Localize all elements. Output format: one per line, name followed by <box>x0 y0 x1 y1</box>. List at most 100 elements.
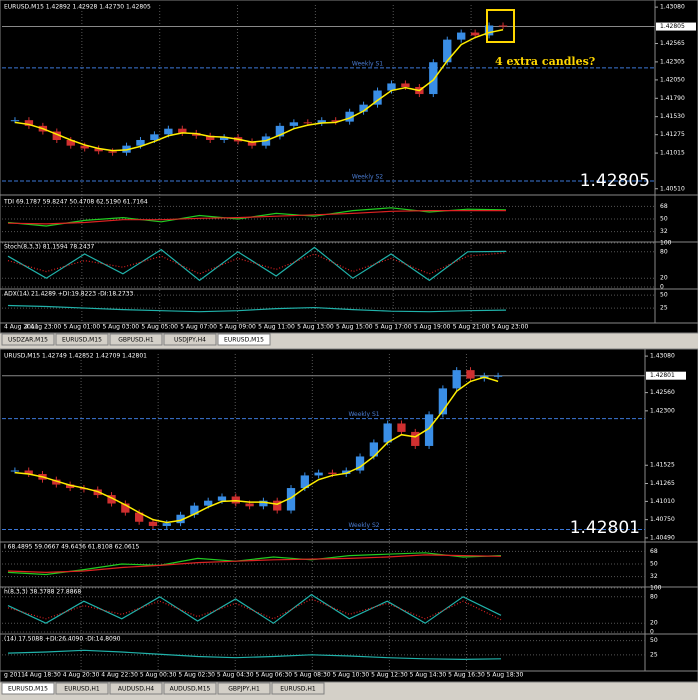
price-label: 1.41265 <box>650 480 675 487</box>
candle <box>24 120 34 126</box>
ind-tick-label: 50 <box>650 637 658 644</box>
candle <box>314 472 323 476</box>
candle <box>65 484 75 489</box>
candle <box>66 139 75 146</box>
candle <box>150 134 159 140</box>
ind-tick-label: 0 <box>650 629 654 636</box>
time-label: 5 Aug 16:30 <box>448 672 485 679</box>
chart-window <box>0 0 698 334</box>
candle <box>219 137 229 140</box>
indicator-header: ADX(14) 21.4289 +DI:19.8223 -DI:18.2733 <box>4 291 134 298</box>
candle <box>259 500 268 507</box>
indicator-line <box>7 304 507 313</box>
ind-tick-label: 80 <box>650 593 658 600</box>
candle <box>401 83 410 87</box>
candle <box>424 414 434 446</box>
tab[interactable] <box>271 682 325 695</box>
tab[interactable] <box>1 682 55 695</box>
time-label: g 2011 <box>4 672 25 679</box>
candle <box>190 505 199 515</box>
tab-label: EURUSD,H1 <box>64 686 100 693</box>
time-label: 5 Aug 19:00 <box>414 324 451 331</box>
indicator-header: (14) 17.5088 +DI:26.4090 -DI:14.8090 <box>4 636 121 643</box>
candle <box>52 131 61 140</box>
candle <box>206 135 215 140</box>
price-label: 1.42565 <box>660 40 685 47</box>
time-label: 5 Aug 17:00 <box>375 324 412 331</box>
indicator-line <box>7 593 502 624</box>
candle <box>286 488 296 511</box>
candle <box>373 90 382 105</box>
tab[interactable] <box>163 333 217 346</box>
ind-tick-label: 20 <box>650 620 658 627</box>
ind-tick-label: 20 <box>660 275 668 282</box>
candle <box>245 503 254 507</box>
candle <box>80 145 89 149</box>
tab[interactable] <box>217 682 271 695</box>
highlight-box <box>486 9 515 43</box>
tab[interactable] <box>217 333 271 346</box>
chart-header: EURUSD,M15 1.42892 1.42928 1.42730 1.428… <box>4 4 151 11</box>
tab-label: GBPJPY,H1 <box>228 686 260 693</box>
time-label: 5 Aug 00:30 <box>140 672 177 679</box>
candle <box>164 128 173 135</box>
ind-tick-label: 100 <box>650 585 662 592</box>
candle <box>10 470 20 472</box>
tab[interactable] <box>1 333 55 346</box>
ind-tick-label: 68 <box>660 203 668 210</box>
price-label: 1.43080 <box>650 353 675 360</box>
tab[interactable] <box>109 333 163 346</box>
price-label: 1.41275 <box>660 131 685 138</box>
candle <box>94 148 103 152</box>
tab-label: USDZAR,M15 <box>8 337 48 344</box>
tab[interactable] <box>55 682 109 695</box>
time-label: 4 Aug 18:30 <box>24 672 61 679</box>
candle <box>107 495 116 504</box>
candle <box>331 120 340 122</box>
candle <box>411 431 420 446</box>
time-label: 5 Aug 12:30 <box>371 672 408 679</box>
time-label: 5 Aug 02:30 <box>178 672 215 679</box>
candle <box>136 139 145 146</box>
tab-label: EURUSD,H1 <box>280 686 316 693</box>
tab[interactable] <box>55 333 109 346</box>
ind-tick-label: 25 <box>650 651 658 658</box>
time-label: 5 Aug 03:00 <box>102 324 139 331</box>
candle <box>387 83 396 91</box>
annotation: 4 extra candles? <box>495 55 595 68</box>
candle <box>289 122 299 126</box>
tab-label: USDJPY,H4 <box>174 337 206 344</box>
indicator-header: Stoch(8,3,3) 81.1594 78.2437 <box>4 244 95 251</box>
time-label: 5 Aug 09:00 <box>219 324 256 331</box>
time-label: 4 Aug 23:00 <box>25 324 62 331</box>
candle <box>438 388 448 415</box>
candle <box>162 523 171 526</box>
candle <box>176 514 185 524</box>
time-label: 4 Aug 2011 <box>4 324 39 331</box>
ind-tick-label: 68 <box>650 548 658 555</box>
time-label: 5 Aug 07:00 <box>180 324 217 331</box>
tab[interactable] <box>163 682 217 695</box>
ind-tick-label: 0 <box>660 284 664 291</box>
time-label: 5 Aug 14:30 <box>410 672 447 679</box>
time-label: 5 Aug 06:30 <box>255 672 292 679</box>
candle <box>24 470 33 475</box>
candle <box>317 120 326 124</box>
ind-tick-label: 32 <box>660 228 668 235</box>
ind-tick-label: 25 <box>660 305 668 312</box>
level-label: Weekly S2 <box>352 173 383 180</box>
chart-window <box>0 348 698 683</box>
candle <box>470 32 480 36</box>
level-label: Weekly S1 <box>352 60 383 67</box>
bid-tag-label: 1.42805 <box>660 23 685 30</box>
candle <box>443 39 452 63</box>
price-label: 1.42305 <box>660 58 685 65</box>
tab[interactable] <box>109 682 163 695</box>
big-price: 1.42801 <box>570 518 640 538</box>
candle <box>52 479 61 485</box>
tab-label: EURUSD,M15 <box>62 337 102 344</box>
tab-label: EURUSD,M15 <box>8 686 48 693</box>
indicator-line <box>7 598 502 621</box>
candle <box>484 25 494 36</box>
time-label: 5 Aug 11:00 <box>258 324 295 331</box>
